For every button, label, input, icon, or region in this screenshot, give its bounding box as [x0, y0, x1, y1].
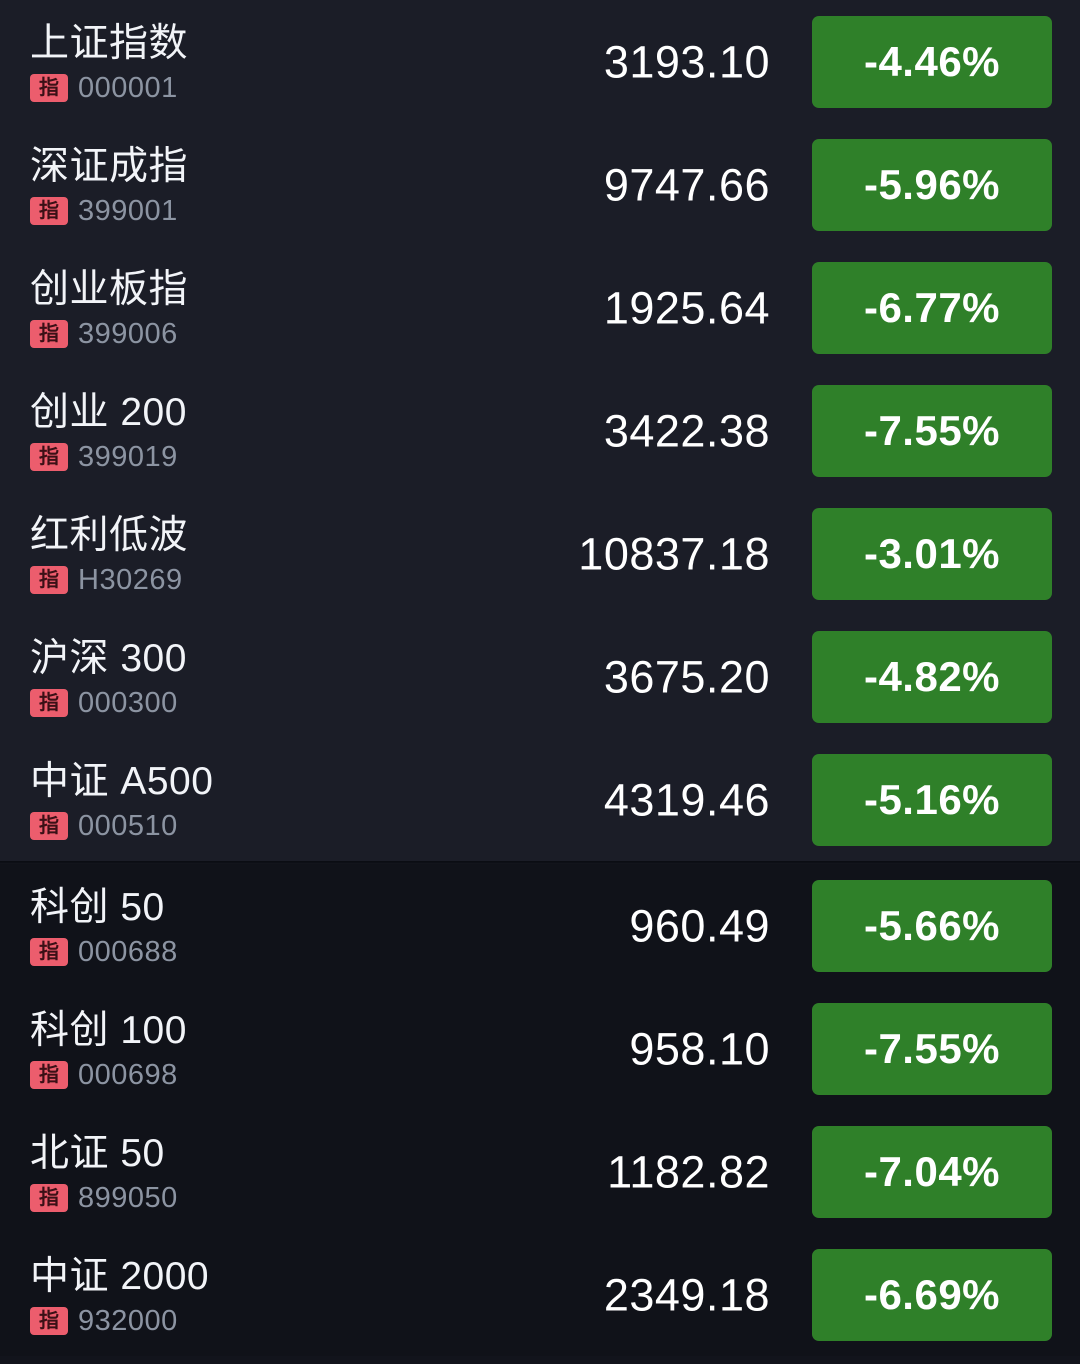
index-identity: 沪深 300 指 000300 — [30, 636, 187, 718]
index-code: H30269 — [78, 563, 183, 596]
index-row[interactable]: 创业板指指 399006 1925.64 -6.77% — [0, 246, 1080, 369]
index-price: 3193.10 — [603, 36, 770, 87]
index-type-tag-icon: 指 — [30, 197, 68, 225]
index-type-tag-icon: 指 — [30, 1184, 68, 1212]
index-identity: 科创 100 指 000698 — [30, 1008, 187, 1090]
index-code-line: 指 000300 — [30, 686, 187, 719]
index-identity: 深证成指指 399001 — [30, 144, 188, 226]
index-type-tag-icon: 指 — [30, 812, 68, 840]
index-name: 上证指数 — [30, 21, 189, 65]
index-code-line: 指 000510 — [30, 809, 213, 842]
index-name: 中证 A500 — [30, 759, 214, 803]
index-name: 中证 2000 — [30, 1254, 210, 1298]
index-change-badge[interactable]: -5.96% — [812, 138, 1052, 231]
index-price: 1925.64 — [603, 282, 770, 333]
index-change-badge[interactable]: -6.69% — [812, 1248, 1052, 1341]
index-change-badge[interactable]: -4.82% — [812, 630, 1052, 723]
index-row[interactable]: 沪深 300 指 000300 3675.20 -4.82% — [0, 615, 1080, 738]
index-change-badge[interactable]: -3.01% — [812, 507, 1052, 600]
index-type-tag-icon: 指 — [30, 320, 68, 348]
index-row[interactable]: 创业 200 指 399019 3422.38 -7.55% — [0, 369, 1080, 492]
index-code: 000688 — [78, 935, 178, 968]
index-code: 399006 — [78, 317, 178, 350]
index-change-badge[interactable]: -4.46% — [812, 15, 1052, 108]
index-price: 1182.82 — [607, 1146, 770, 1197]
index-name: 科创 50 — [30, 885, 165, 929]
index-code-line: 指 399006 — [30, 317, 188, 350]
index-price: 960.49 — [629, 900, 770, 951]
index-name: 创业板指 — [30, 267, 189, 311]
index-identity: 科创 50 指 000688 — [30, 885, 178, 967]
index-price: 3675.20 — [603, 651, 770, 702]
index-change-badge[interactable]: -5.16% — [812, 753, 1052, 846]
index-type-tag-icon: 指 — [30, 566, 68, 594]
index-code: 000300 — [78, 686, 178, 719]
index-row[interactable]: 北证 50 指 899050 1182.82 -7.04% — [0, 1110, 1080, 1233]
index-identity: 中证 2000 指 932000 — [30, 1254, 209, 1336]
index-identity: 上证指数指 000001 — [30, 21, 188, 103]
index-price: 10837.18 — [578, 528, 770, 579]
index-identity: 中证 A500 指 000510 — [30, 759, 213, 841]
index-name: 红利低波 — [30, 513, 189, 557]
index-row[interactable]: 上证指数指 000001 3193.10 -4.46% — [0, 0, 1080, 123]
index-change-badge[interactable]: -7.55% — [812, 384, 1052, 477]
index-row[interactable]: 中证 A500 指 000510 4319.46 -5.16% — [0, 738, 1080, 861]
index-identity: 红利低波指 H30269 — [30, 513, 188, 595]
index-code-line: 指 399019 — [30, 440, 187, 473]
index-name: 深证成指 — [30, 144, 189, 188]
index-type-tag-icon: 指 — [30, 1061, 68, 1089]
index-name: 沪深 300 — [30, 636, 187, 680]
section-broad-market-indices: 上证指数指 000001 3193.10 -4.46% 深证成指指 399001 9747.… — [0, 0, 1080, 861]
index-code-line: 指 000688 — [30, 935, 178, 968]
index-row[interactable]: 深证成指指 399001 9747.66 -5.96% — [0, 123, 1080, 246]
index-price: 4319.46 — [603, 774, 770, 825]
index-code-line: 指 899050 — [30, 1181, 178, 1214]
index-change-badge[interactable]: -7.04% — [812, 1125, 1052, 1218]
index-code: 000698 — [78, 1058, 178, 1091]
index-type-tag-icon: 指 — [30, 74, 68, 102]
index-code-line: 指 932000 — [30, 1304, 209, 1337]
index-code: 000001 — [78, 71, 178, 104]
index-row[interactable]: 科创 100 指 000698 958.10 -7.55% — [0, 987, 1080, 1110]
index-code: 932000 — [78, 1304, 178, 1337]
index-code-line: 指 000698 — [30, 1058, 187, 1091]
index-type-tag-icon: 指 — [30, 689, 68, 717]
index-code: 899050 — [78, 1181, 178, 1214]
section-divider — [0, 861, 1080, 864]
index-type-tag-icon: 指 — [30, 938, 68, 966]
index-code: 000510 — [78, 809, 178, 842]
index-code-line: 指 399001 — [30, 194, 188, 227]
index-price: 9747.66 — [603, 159, 770, 210]
index-price: 3422.38 — [603, 405, 770, 456]
index-name: 科创 100 — [30, 1008, 187, 1052]
index-change-badge[interactable]: -7.55% — [812, 1002, 1052, 1095]
index-identity: 创业板指指 399006 — [30, 267, 188, 349]
index-row[interactable]: 红利低波指 H30269 10837.18 -3.01% — [0, 492, 1080, 615]
index-type-tag-icon: 指 — [30, 1307, 68, 1335]
index-code-line: 指 000001 — [30, 71, 188, 104]
index-name: 北证 50 — [30, 1131, 165, 1175]
index-code: 399001 — [78, 194, 178, 227]
index-identity: 创业 200 指 399019 — [30, 390, 187, 472]
index-row[interactable]: 中证 2000 指 932000 2349.18 -6.69% — [0, 1233, 1080, 1356]
index-type-tag-icon: 指 — [30, 443, 68, 471]
index-row[interactable]: 科创 50 指 000688 960.49 -5.66% — [0, 864, 1080, 987]
index-identity: 北证 50 指 899050 — [30, 1131, 178, 1213]
index-name: 创业 200 — [30, 390, 187, 434]
index-change-badge[interactable]: -6.77% — [812, 261, 1052, 354]
index-change-badge[interactable]: -5.66% — [812, 879, 1052, 972]
index-code-line: 指 H30269 — [30, 563, 188, 596]
index-code: 399019 — [78, 440, 178, 473]
index-price: 958.10 — [629, 1023, 770, 1074]
section-star-and-small-cap-indices: 科创 50 指 000688 960.49 -5.66% 科创 100 指 000698 958… — [0, 864, 1080, 1356]
index-price: 2349.18 — [603, 1269, 770, 1320]
